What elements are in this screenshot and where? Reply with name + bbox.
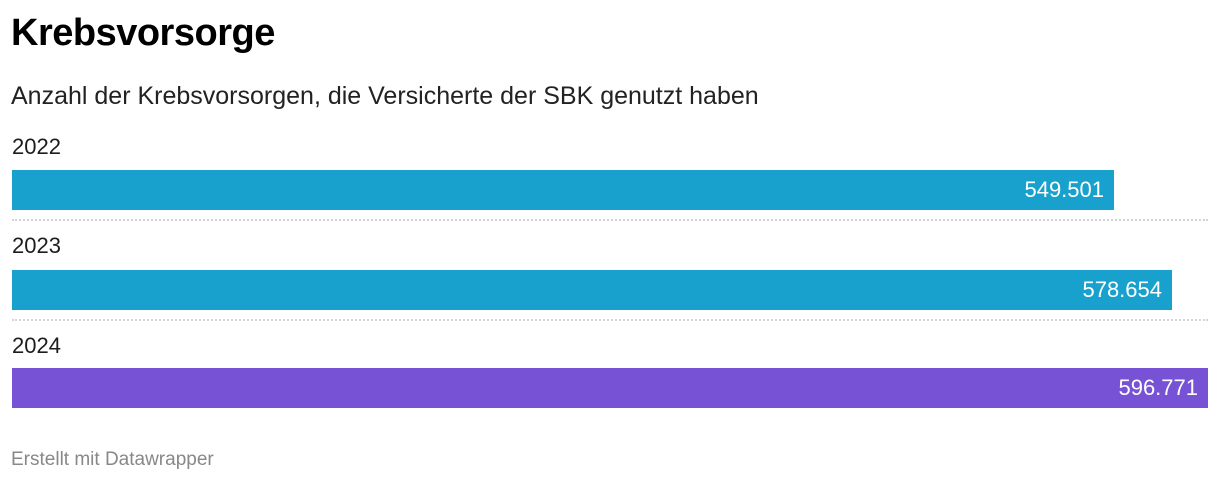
bar-2024: 596.771 xyxy=(12,368,1208,408)
row-separator xyxy=(12,319,1208,321)
bar-2023: 578.654 xyxy=(12,270,1172,310)
row-label-2023: 2023 xyxy=(12,233,61,258)
row-label-2024: 2024 xyxy=(12,333,61,358)
bar-value-2024: 596.771 xyxy=(1118,375,1198,400)
bar-value-2023: 578.654 xyxy=(1082,277,1162,302)
bar-value-2022: 549.501 xyxy=(1024,177,1104,202)
row-label-2022: 2022 xyxy=(12,134,61,159)
bar-2022: 549.501 xyxy=(12,170,1114,210)
chart-title: Krebsvorsorge xyxy=(11,12,275,54)
chart-subtitle: Anzahl der Krebsvorsorgen, die Versicher… xyxy=(11,82,759,110)
datawrapper-credit[interactable]: Erstellt mit Datawrapper xyxy=(11,449,214,470)
row-separator xyxy=(12,219,1208,221)
